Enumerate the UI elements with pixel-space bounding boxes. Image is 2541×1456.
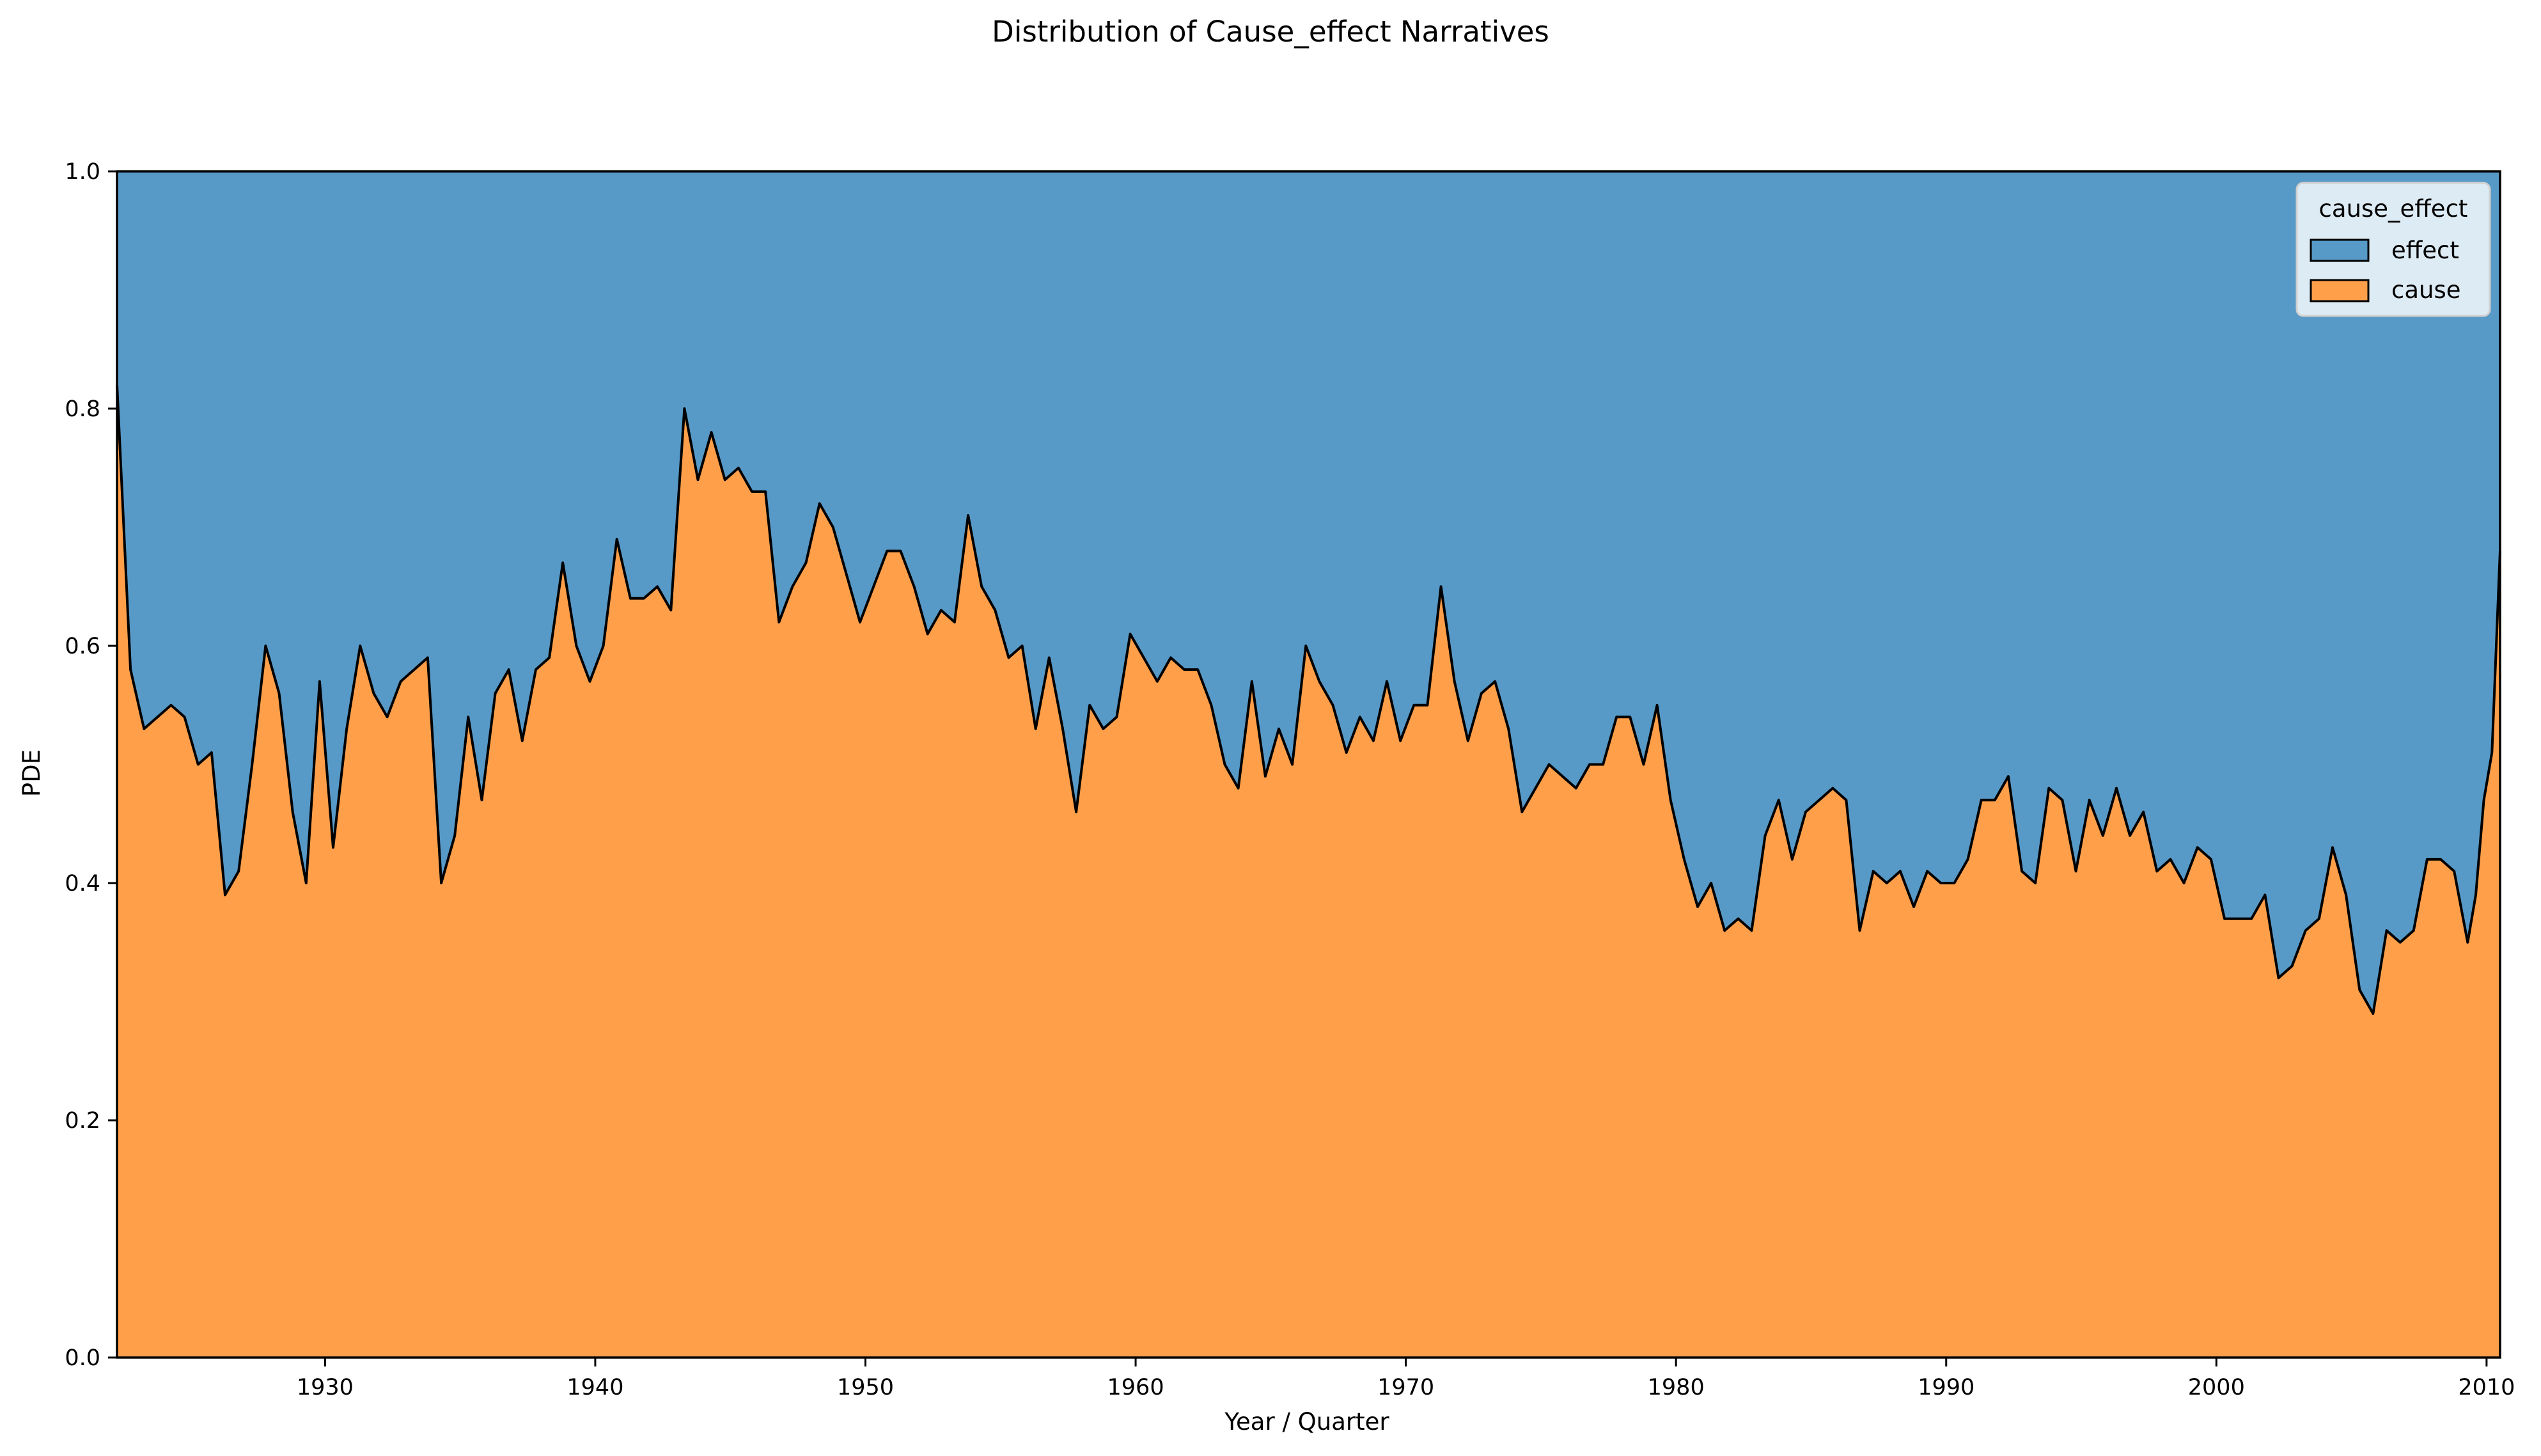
y-tick-label: 0.4 — [65, 871, 100, 896]
x-tick-label: 1960 — [1107, 1375, 1164, 1400]
legend-label-effect: effect — [2391, 237, 2459, 264]
area-cause — [117, 384, 2500, 1358]
y-tick-label: 0.8 — [65, 396, 100, 422]
x-tick-label: 1980 — [1648, 1375, 1705, 1400]
y-tick-label: 1.0 — [65, 159, 100, 185]
x-tick-label: 1940 — [567, 1375, 623, 1400]
chart-title: Distribution of Cause_effect Narratives — [992, 15, 1549, 49]
line-cause-boundary — [116, 384, 2501, 1015]
x-tick-label: 1990 — [1918, 1375, 1974, 1400]
x-tick-label: 1970 — [1377, 1375, 1434, 1400]
plot-frame — [116, 170, 2501, 1359]
legend-label-cause: cause — [2391, 276, 2461, 304]
legend-swatch-effect — [2310, 239, 2370, 262]
x-tick-label: 2000 — [2188, 1375, 2245, 1400]
x-tick-label: 2010 — [2458, 1375, 2515, 1400]
x-tick-label: 1930 — [297, 1375, 354, 1400]
legend: cause_effect effect cause — [2295, 182, 2491, 317]
legend-swatch-cause — [2310, 279, 2370, 302]
y-axis-label: PDE — [18, 749, 45, 797]
legend-title: cause_effect — [2319, 195, 2468, 223]
y-tick-label: 0.0 — [65, 1345, 100, 1371]
plot-area — [116, 170, 2501, 1359]
y-axis: 0.0 0.2 0.4 0.6 0.8 1.0 — [65, 159, 117, 1371]
y-tick-label: 0.2 — [65, 1108, 100, 1134]
y-tick-label: 0.6 — [65, 634, 100, 659]
x-axis: 1930 1940 1950 1960 1970 1980 1990 2000 2010 — [297, 1358, 2515, 1400]
x-tick-label: 1950 — [837, 1375, 894, 1400]
x-axis-label: Year / Quarter — [1224, 1408, 1389, 1436]
